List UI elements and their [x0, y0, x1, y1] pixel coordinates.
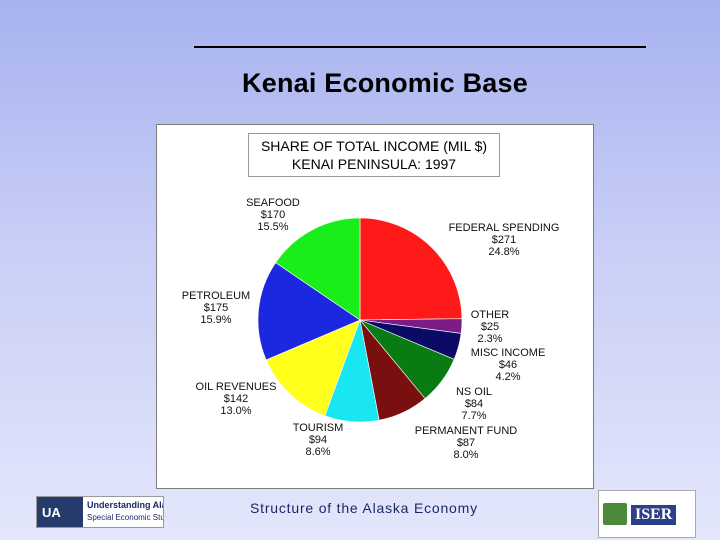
pie-slice-federal-spending [359, 217, 463, 321]
chart-title-box: SHARE OF TOTAL INCOME (MIL $) KENAI PENI… [248, 133, 500, 177]
slice-label-tourism: TOURISM $94 8.6% [293, 422, 344, 458]
slice-label-permanent-fund: PERMANENT FUND $87 8.0% [415, 425, 518, 461]
slice-label-misc-income: MISC INCOME $46 4.2% [471, 347, 546, 383]
title-rule [194, 46, 646, 48]
slice-label-other: OTHER $25 2.3% [471, 309, 510, 345]
pie-slice-seafood [275, 217, 361, 321]
iser-mark-icon [603, 503, 627, 525]
slide-title: Kenai Economic Base [242, 68, 528, 98]
ua-badge: UA [37, 497, 83, 527]
iser-wordmark: ISER [631, 505, 677, 525]
ua-badge-text: UA [42, 505, 61, 520]
ua-logo-line2: Special Economic Studies [87, 513, 164, 522]
pie-slice-petroleum [257, 262, 361, 361]
ua-logo-line1: Understanding Alaska: [87, 500, 163, 510]
slice-label-federal-spending: FEDERAL SPENDING $271 24.8% [449, 222, 560, 258]
chart-subtitle: KENAI PENINSULA: 1997 [291, 156, 457, 172]
iser-logo: ISER [598, 490, 696, 538]
slice-label-ns-oil: NS OIL $84 7.7% [456, 386, 492, 422]
slice-label-petroleum: PETROLEUM $175 15.9% [182, 290, 250, 326]
pie-slice-oil-revenues [265, 319, 361, 417]
chart-title: SHARE OF TOTAL INCOME (MIL $) [260, 138, 488, 154]
footer-text: Structure of the Alaska Economy [250, 500, 478, 516]
ua-logo: UA Understanding Alaska: Special Economi… [36, 496, 164, 528]
slice-label-oil-revenues: OIL REVENUES $142 13.0% [196, 381, 277, 417]
slice-label-seafood: SEAFOOD $170 15.5% [246, 197, 300, 233]
ua-logo-text: Understanding Alaska: Special Economic S… [87, 499, 164, 524]
